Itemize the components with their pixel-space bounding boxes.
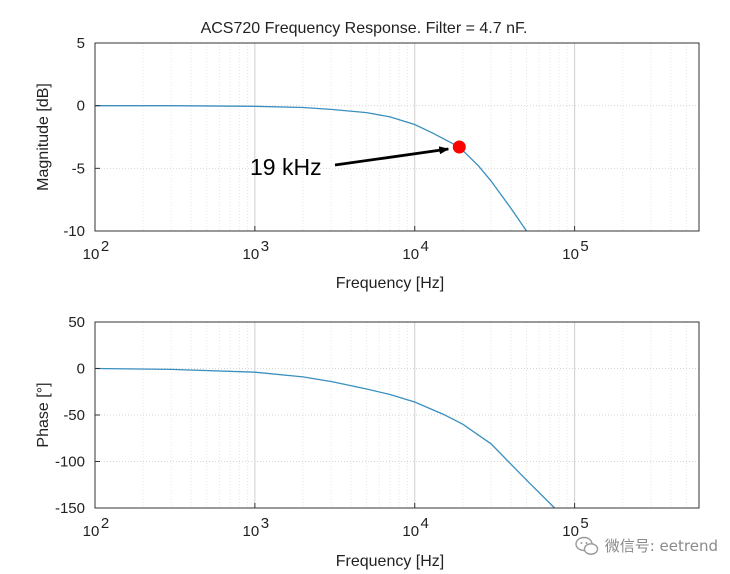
- x-tick-label: 10: [402, 523, 419, 540]
- y-tick-label: -10: [63, 223, 85, 240]
- y-tick-label: 0: [77, 98, 85, 115]
- magnitude-y-axis-label: Magnitude [dB]: [35, 83, 52, 191]
- magnitude-y-ticks: 5 0 -5 -10: [63, 35, 100, 240]
- x-tick-exponent: 3: [261, 238, 269, 255]
- annotation-arrow: [334, 146, 450, 167]
- annotation-marker: [452, 140, 466, 154]
- x-tick-exponent: 3: [261, 515, 269, 532]
- x-tick-exponent: 2: [101, 515, 109, 532]
- magnitude-x-axis-label: Frequency [Hz]: [336, 275, 444, 292]
- x-tick-exponent: 4: [421, 515, 429, 532]
- phase-y-ticks: 50 0 -50 -100 -150: [55, 314, 100, 517]
- watermark-text: 微信号: eetrend: [604, 537, 718, 555]
- phase-x-ticks: 10 2 10 3 10 4 10 5: [83, 503, 589, 540]
- x-tick-exponent: 5: [580, 515, 588, 532]
- y-tick-label: -100: [55, 454, 85, 471]
- y-tick-label: 50: [68, 314, 85, 331]
- magnitude-x-ticks: 10 2 10 3 10 4 10 5: [83, 226, 589, 263]
- phase-x-axis-label: Frequency [Hz]: [336, 553, 444, 570]
- x-tick-exponent: 2: [101, 238, 109, 255]
- series-line: [95, 105, 528, 232]
- x-tick-label: 10: [83, 246, 100, 263]
- annotation-label: 19 kHz: [250, 154, 322, 180]
- annotation-19khz: 19 kHz: [250, 140, 466, 180]
- phase-plot: 500-50-100-150 10 2 10 3 10 4 10 5 Frequency [H…: [35, 314, 700, 570]
- magnitude-series: [95, 105, 528, 232]
- series-line: [94, 367, 556, 509]
- watermark: 微信号: eetrend: [575, 535, 718, 556]
- y-tick-label: 0: [77, 361, 85, 378]
- x-tick-label: 10: [243, 246, 260, 263]
- y-tick-label: 5: [77, 35, 85, 52]
- x-tick-label: 10: [402, 246, 419, 263]
- phase-grid: [94, 321, 700, 509]
- x-tick-exponent: 4: [421, 238, 429, 255]
- phase-series: [94, 367, 556, 509]
- y-tick-label: -150: [55, 500, 85, 517]
- x-tick-label: 10: [562, 246, 579, 263]
- x-tick-label: 10: [243, 523, 260, 540]
- chart-title: ACS720 Frequency Response. Filter = 4.7 …: [201, 20, 528, 37]
- y-tick-label: -50: [63, 407, 85, 424]
- x-tick-exponent: 5: [580, 238, 588, 255]
- magnitude-plot: 50-5-10 10 2 10 3 10 4 10 5 ACS720 Frequency Re…: [35, 20, 700, 292]
- x-tick-label: 10: [83, 523, 100, 540]
- phase-y-axis-label: Phase [°]: [35, 382, 52, 447]
- wechat-icon: [575, 536, 598, 555]
- y-tick-label: -5: [72, 160, 85, 177]
- x-tick-label: 10: [562, 523, 579, 540]
